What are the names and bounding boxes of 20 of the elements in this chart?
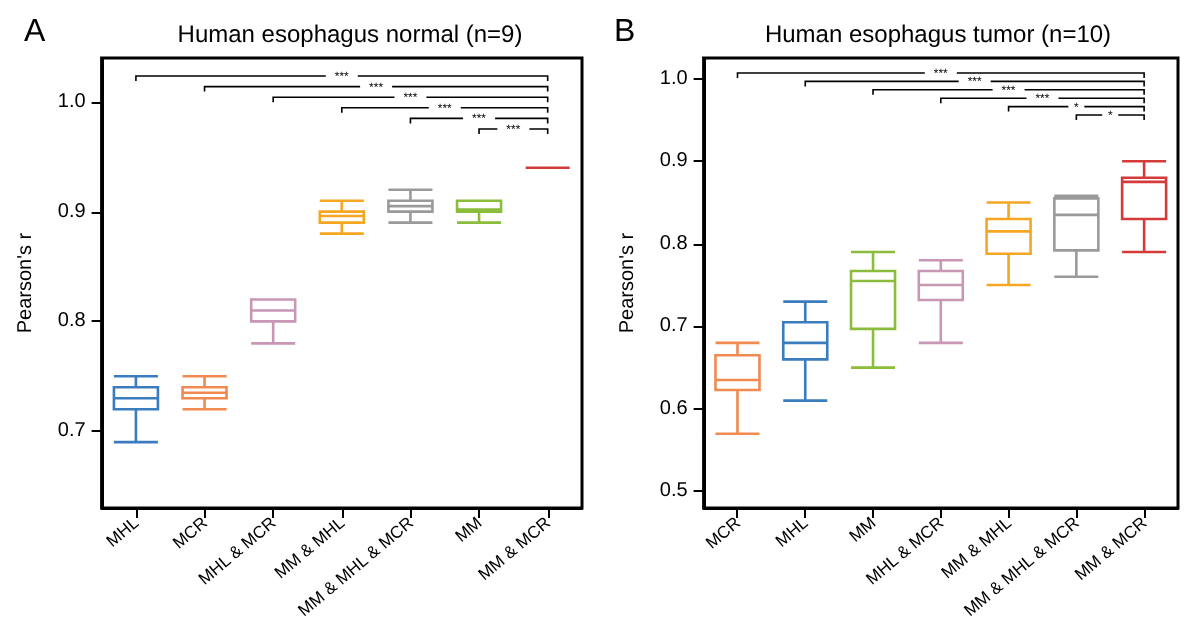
y-tick-label: 0.9 — [57, 200, 87, 223]
y-axis-title: Pearson's r — [15, 231, 37, 334]
chart-title: Human esophagus tumor (n=10) — [764, 20, 1112, 48]
x-tick-label: MM — [844, 512, 880, 546]
y-tick-label: 0.5 — [659, 480, 689, 503]
y-tick-label: 1.0 — [659, 67, 689, 90]
y-tick-label: 0.9 — [659, 150, 689, 173]
text: B — [614, 15, 636, 49]
x-tick-label: MHL — [101, 512, 143, 551]
y-tick-label: 1.0 — [57, 90, 87, 113]
y-axis-title: Pearson's r — [617, 231, 639, 334]
text: A — [24, 15, 46, 49]
y-tick-label: 0.8 — [659, 232, 689, 255]
y-tick-label: 0.8 — [57, 310, 87, 333]
chart-title: Human esophagus normal (n=9) — [177, 20, 523, 48]
x-tick-label: MHL — [771, 512, 813, 551]
y-tick-label: 0.7 — [57, 420, 87, 443]
y-tick-label: 0.7 — [659, 315, 689, 338]
x-tick-label: MM — [450, 512, 486, 546]
y-tick-label: 0.6 — [659, 397, 689, 420]
